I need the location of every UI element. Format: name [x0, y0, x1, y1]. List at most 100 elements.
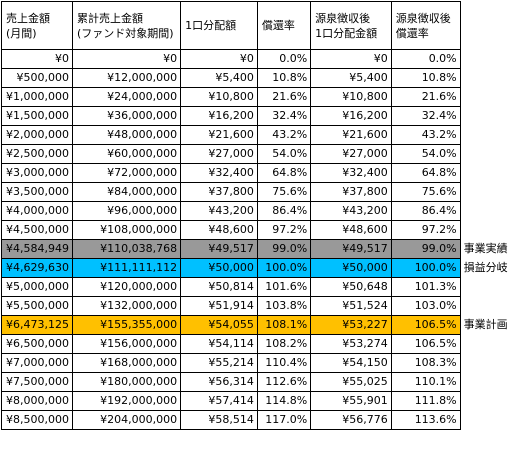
- cell-after-tax-distribution[interactable]: ¥32,400: [310, 163, 392, 183]
- cell-after-tax-distribution[interactable]: ¥37,800: [310, 182, 392, 202]
- cell-redemption-rate[interactable]: 103.8%: [256, 296, 312, 316]
- cell-distribution-per-unit[interactable]: ¥43,200: [180, 201, 258, 221]
- cell-after-tax-redemption-rate[interactable]: 97.2%: [390, 220, 461, 240]
- cell-redemption-rate[interactable]: 32.4%: [256, 106, 312, 126]
- cell-after-tax-distribution[interactable]: ¥51,524: [310, 296, 392, 316]
- cell-distribution-per-unit[interactable]: ¥21,600: [180, 125, 258, 145]
- cell-distribution-per-unit[interactable]: ¥16,200: [180, 106, 258, 126]
- cell-cumulative-sales[interactable]: ¥108,000,000: [71, 220, 182, 240]
- cell-monthly-sales[interactable]: ¥4,629,630: [1, 258, 73, 278]
- cell-distribution-per-unit[interactable]: ¥5,400: [180, 68, 258, 88]
- cell-cumulative-sales[interactable]: ¥12,000,000: [71, 68, 182, 88]
- cell-distribution-per-unit[interactable]: ¥54,114: [180, 334, 258, 354]
- header-cumulative-sales[interactable]: 累計売上金額 (ファンド対象期間): [71, 1, 182, 50]
- cell-after-tax-redemption-rate[interactable]: 106.5%: [390, 315, 461, 335]
- cell-cumulative-sales[interactable]: ¥96,000,000: [71, 201, 182, 221]
- cell-after-tax-distribution[interactable]: ¥53,274: [310, 334, 392, 354]
- cell-cumulative-sales[interactable]: ¥111,111,112: [71, 258, 182, 278]
- cell-distribution-per-unit[interactable]: ¥37,800: [180, 182, 258, 202]
- cell-monthly-sales[interactable]: ¥8,000,000: [1, 391, 73, 411]
- cell-distribution-per-unit[interactable]: ¥32,400: [180, 163, 258, 183]
- cell-after-tax-redemption-rate[interactable]: 32.4%: [390, 106, 461, 126]
- cell-redemption-rate[interactable]: 64.8%: [256, 163, 312, 183]
- cell-redemption-rate[interactable]: 110.4%: [256, 353, 312, 373]
- cell-distribution-per-unit[interactable]: ¥48,600: [180, 220, 258, 240]
- cell-redemption-rate[interactable]: 101.6%: [256, 277, 312, 297]
- cell-after-tax-redemption-rate[interactable]: 100.0%: [390, 258, 461, 278]
- cell-after-tax-distribution[interactable]: ¥10,800: [310, 87, 392, 107]
- cell-after-tax-redemption-rate[interactable]: 21.6%: [390, 87, 461, 107]
- cell-after-tax-redemption-rate[interactable]: 113.6%: [390, 410, 461, 430]
- cell-cumulative-sales[interactable]: ¥132,000,000: [71, 296, 182, 316]
- cell-monthly-sales[interactable]: ¥7,500,000: [1, 372, 73, 392]
- cell-redemption-rate[interactable]: 108.1%: [256, 315, 312, 335]
- cell-cumulative-sales[interactable]: ¥180,000,000: [71, 372, 182, 392]
- cell-distribution-per-unit[interactable]: ¥55,214: [180, 353, 258, 373]
- cell-monthly-sales[interactable]: ¥4,000,000: [1, 201, 73, 221]
- cell-redemption-rate[interactable]: 112.6%: [256, 372, 312, 392]
- cell-cumulative-sales[interactable]: ¥84,000,000: [71, 182, 182, 202]
- cell-monthly-sales[interactable]: ¥1,000,000: [1, 87, 73, 107]
- cell-distribution-per-unit[interactable]: ¥10,800: [180, 87, 258, 107]
- cell-after-tax-redemption-rate[interactable]: 43.2%: [390, 125, 461, 145]
- cell-after-tax-distribution[interactable]: ¥27,000: [310, 144, 392, 164]
- cell-distribution-per-unit[interactable]: ¥54,055: [180, 315, 258, 335]
- cell-cumulative-sales[interactable]: ¥0: [71, 49, 182, 69]
- header-distribution-per-unit[interactable]: 1口分配額: [180, 1, 258, 50]
- cell-after-tax-redemption-rate[interactable]: 64.8%: [390, 163, 461, 183]
- cell-after-tax-distribution[interactable]: ¥56,776: [310, 410, 392, 430]
- header-monthly-sales[interactable]: 売上金額 (月間): [1, 1, 73, 50]
- cell-monthly-sales[interactable]: ¥2,000,000: [1, 125, 73, 145]
- cell-cumulative-sales[interactable]: ¥192,000,000: [71, 391, 182, 411]
- cell-redemption-rate[interactable]: 21.6%: [256, 87, 312, 107]
- cell-monthly-sales[interactable]: ¥4,500,000: [1, 220, 73, 240]
- cell-cumulative-sales[interactable]: ¥168,000,000: [71, 353, 182, 373]
- cell-after-tax-redemption-rate[interactable]: 110.1%: [390, 372, 461, 392]
- cell-after-tax-distribution[interactable]: ¥48,600: [310, 220, 392, 240]
- cell-monthly-sales[interactable]: ¥3,000,000: [1, 163, 73, 183]
- cell-distribution-per-unit[interactable]: ¥56,314: [180, 372, 258, 392]
- cell-cumulative-sales[interactable]: ¥120,000,000: [71, 277, 182, 297]
- cell-redemption-rate[interactable]: 54.0%: [256, 144, 312, 164]
- cell-after-tax-redemption-rate[interactable]: 54.0%: [390, 144, 461, 164]
- cell-monthly-sales[interactable]: ¥3,500,000: [1, 182, 73, 202]
- cell-distribution-per-unit[interactable]: ¥57,414: [180, 391, 258, 411]
- cell-redemption-rate[interactable]: 43.2%: [256, 125, 312, 145]
- cell-after-tax-redemption-rate[interactable]: 106.5%: [390, 334, 461, 354]
- cell-after-tax-distribution[interactable]: ¥43,200: [310, 201, 392, 221]
- cell-after-tax-distribution[interactable]: ¥50,000: [310, 258, 392, 278]
- cell-monthly-sales[interactable]: ¥8,500,000: [1, 410, 73, 430]
- cell-after-tax-redemption-rate[interactable]: 101.3%: [390, 277, 461, 297]
- cell-after-tax-distribution[interactable]: ¥54,150: [310, 353, 392, 373]
- cell-cumulative-sales[interactable]: ¥24,000,000: [71, 87, 182, 107]
- cell-after-tax-distribution[interactable]: ¥16,200: [310, 106, 392, 126]
- cell-monthly-sales[interactable]: ¥5,000,000: [1, 277, 73, 297]
- cell-monthly-sales[interactable]: ¥5,500,000: [1, 296, 73, 316]
- cell-cumulative-sales[interactable]: ¥60,000,000: [71, 144, 182, 164]
- cell-monthly-sales[interactable]: ¥2,500,000: [1, 144, 73, 164]
- cell-distribution-per-unit[interactable]: ¥50,000: [180, 258, 258, 278]
- cell-cumulative-sales[interactable]: ¥155,355,000: [71, 315, 182, 335]
- cell-after-tax-distribution[interactable]: ¥49,517: [310, 239, 392, 259]
- cell-monthly-sales[interactable]: ¥500,000: [1, 68, 73, 88]
- cell-monthly-sales[interactable]: ¥1,500,000: [1, 106, 73, 126]
- cell-cumulative-sales[interactable]: ¥48,000,000: [71, 125, 182, 145]
- cell-after-tax-redemption-rate[interactable]: 10.8%: [390, 68, 461, 88]
- cell-distribution-per-unit[interactable]: ¥0: [180, 49, 258, 69]
- cell-monthly-sales[interactable]: ¥7,000,000: [1, 353, 73, 373]
- header-after-tax-redemption-rate[interactable]: 源泉徴収後 償還率: [390, 1, 461, 50]
- cell-after-tax-redemption-rate[interactable]: 99.0%: [390, 239, 461, 259]
- cell-redemption-rate[interactable]: 0.0%: [256, 49, 312, 69]
- cell-cumulative-sales[interactable]: ¥156,000,000: [71, 334, 182, 354]
- cell-after-tax-distribution[interactable]: ¥0: [310, 49, 392, 69]
- cell-monthly-sales[interactable]: ¥6,473,125: [1, 315, 73, 335]
- cell-distribution-per-unit[interactable]: ¥51,914: [180, 296, 258, 316]
- cell-distribution-per-unit[interactable]: ¥50,814: [180, 277, 258, 297]
- cell-cumulative-sales[interactable]: ¥36,000,000: [71, 106, 182, 126]
- cell-after-tax-redemption-rate[interactable]: 0.0%: [390, 49, 461, 69]
- cell-after-tax-distribution[interactable]: ¥50,648: [310, 277, 392, 297]
- header-redemption-rate[interactable]: 償還率: [256, 1, 312, 50]
- header-after-tax-distribution[interactable]: 源泉徴収後 1口分配金額: [310, 1, 392, 50]
- cell-after-tax-redemption-rate[interactable]: 86.4%: [390, 201, 461, 221]
- cell-after-tax-distribution[interactable]: ¥21,600: [310, 125, 392, 145]
